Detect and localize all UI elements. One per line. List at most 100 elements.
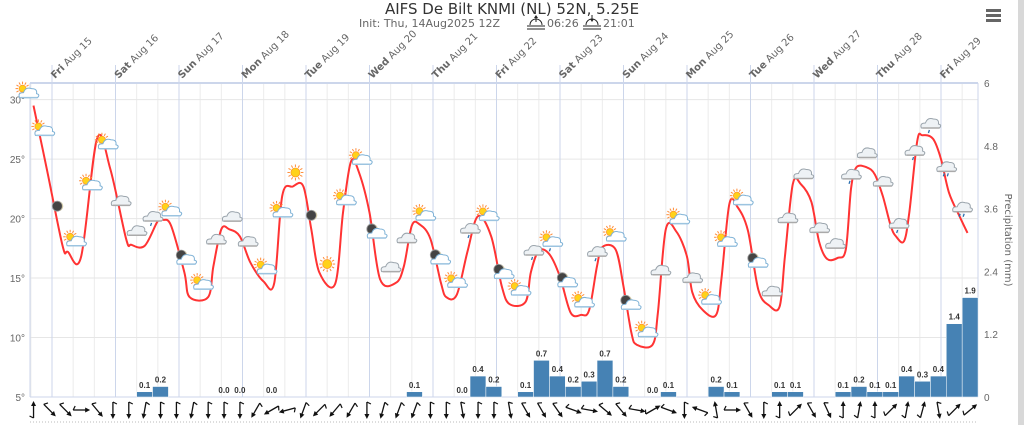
wind-arrow-icon — [901, 401, 910, 419]
wind-arrow-icon — [536, 402, 547, 418]
precip-value-label: 0.0 — [218, 386, 230, 395]
moon-cloud-icon — [556, 272, 579, 288]
day-date: Aug 18 — [257, 29, 292, 64]
wind-arrow-icon — [410, 402, 421, 419]
wind-arrow-icon — [628, 404, 646, 414]
cloud-icon — [396, 232, 418, 244]
precip-bar[interactable] — [596, 360, 614, 398]
wind-arrow-icon — [615, 402, 627, 417]
precip-bar[interactable] — [136, 391, 153, 398]
partly-sunny-icon — [94, 132, 119, 150]
precip-tick-label: 4.8 — [984, 142, 998, 153]
wind-arrow-icon — [787, 403, 802, 417]
day-date: Aug 19 — [317, 32, 352, 67]
precip-bar[interactable] — [882, 391, 899, 398]
wind-arrow-icon — [691, 406, 709, 417]
wind-arrow-icon — [346, 402, 359, 418]
rain-icon — [142, 210, 164, 227]
wind-arrow-icon — [299, 402, 310, 419]
partly-sunny-icon — [253, 257, 278, 275]
partly-sunny-icon — [190, 273, 214, 290]
wind-arrow-icon — [761, 401, 769, 419]
partly-sunny-icon — [714, 230, 738, 248]
wind-arrow-icon — [173, 401, 181, 419]
wind-arrow-icon — [237, 401, 245, 419]
wind-arrow-icon — [713, 401, 719, 419]
precip-tick-label: 0 — [984, 393, 990, 404]
precip-value-label: 0.1 — [838, 381, 850, 390]
precip-bar[interactable] — [533, 360, 550, 398]
day-label: Sun Aug 24 — [621, 31, 671, 81]
wind-arrow-icon — [312, 403, 327, 417]
precip-bar[interactable] — [946, 323, 963, 398]
wind-arrow-icon — [936, 401, 942, 419]
day-date: Aug 23 — [571, 33, 606, 68]
precip-value-label: 0.2 — [853, 376, 865, 385]
day-date: Aug 26 — [762, 32, 797, 67]
precip-bar[interactable] — [850, 386, 868, 398]
wind-arrow-icon — [72, 405, 91, 413]
wind-arrow-icon — [644, 405, 661, 415]
wind-arrow-icon — [806, 402, 816, 418]
precip-bar[interactable] — [930, 375, 947, 398]
precip-bar[interactable] — [485, 386, 503, 398]
precip-bar[interactable] — [914, 381, 931, 398]
precip-bar[interactable] — [787, 391, 804, 398]
day-date: Aug 22 — [504, 36, 539, 71]
temp-tick-label: 10° — [10, 334, 25, 345]
wind-arrow-icon — [853, 401, 863, 419]
precip-bar[interactable] — [866, 391, 884, 398]
rain-icon — [523, 244, 545, 261]
precip-bar[interactable] — [723, 391, 741, 398]
partly-sunny-icon — [602, 225, 627, 242]
sunset-time: 21:01 — [603, 17, 635, 30]
temp-tick-label: 20° — [10, 215, 25, 226]
precip-bar[interactable] — [406, 391, 423, 398]
cloud-icon — [793, 168, 815, 180]
cloud-icon — [872, 175, 894, 187]
precip-bar[interactable] — [580, 381, 598, 398]
precip-bar[interactable] — [469, 375, 487, 398]
cloud-icon — [825, 238, 846, 249]
precip-bar[interactable] — [612, 386, 630, 398]
wind-arrow-icon — [475, 401, 483, 419]
partly-sunny-icon — [571, 290, 595, 308]
precip-bar[interactable] — [660, 391, 677, 398]
temp-tick-label: 25° — [10, 155, 25, 166]
day-label: Mon Aug 25 — [684, 29, 736, 81]
precip-value-label: 0.4 — [552, 365, 564, 374]
precip-bar[interactable] — [898, 375, 915, 398]
precip-value-label: 0.1 — [869, 381, 881, 390]
precip-bar[interactable] — [834, 391, 852, 398]
wind-arrow-icon — [110, 401, 118, 419]
sunset-icon — [583, 15, 601, 30]
day-date: Aug 25 — [701, 29, 736, 64]
precip-value-label: 0.2 — [615, 376, 627, 385]
day-label: Fri Aug 22 — [494, 36, 539, 81]
rain-icon — [587, 246, 608, 262]
moon-icon — [51, 200, 64, 212]
partly-sunny-icon — [79, 173, 103, 191]
precip-bar[interactable] — [961, 297, 979, 398]
sun-icon — [287, 164, 304, 181]
wind-arrow-icon — [427, 401, 435, 419]
precip-bar[interactable] — [517, 391, 534, 398]
precipitation-bars: 0.10.20.0 0.0 0.00.10.00.40.20.10.70.40.20… — [136, 287, 979, 398]
precip-bar[interactable] — [549, 375, 566, 398]
precip-value-label: 0.0 — [647, 386, 659, 395]
scrollbar[interactable] — [1018, 0, 1024, 425]
cloud-icon — [761, 285, 783, 297]
precip-value-label: 0.2 — [155, 376, 167, 385]
rain-icon — [460, 222, 481, 239]
day-label: Wed Aug 27 — [811, 29, 863, 81]
precip-bar[interactable] — [707, 386, 725, 398]
precip-bar[interactable] — [152, 386, 169, 398]
hamburger-icon[interactable] — [986, 9, 1001, 22]
precip-bar[interactable] — [771, 391, 788, 398]
day-label: Wed Aug 20 — [367, 29, 419, 81]
wind-arrow-icon — [43, 402, 56, 417]
wind-arrow-icon — [870, 401, 878, 419]
partly-sunny-icon — [444, 271, 468, 289]
precip-bar[interactable] — [565, 386, 582, 398]
day-label: Sun Aug 17 — [176, 31, 226, 81]
